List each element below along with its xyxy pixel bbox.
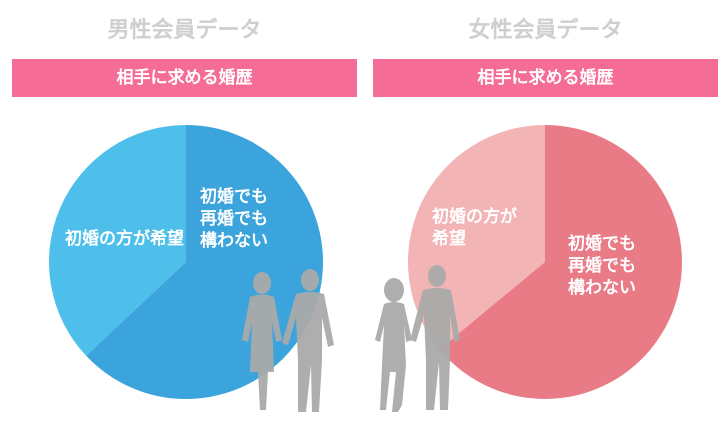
pie-slice (49, 125, 186, 356)
couple-left (242, 269, 334, 412)
pie-slice (439, 125, 682, 400)
slice-label: 初婚の方が希望 (65, 229, 184, 249)
slice-label: 初婚でも 再婚でも 構わない (200, 187, 268, 251)
chart-subtitle: 相手に求める婚歴 (373, 59, 718, 97)
chart-subtitle: 相手に求める婚歴 (12, 59, 357, 97)
slice-label: 初婚でも 再婚でも 構わない (568, 234, 636, 298)
chart-title: 男性会員データ (107, 18, 262, 43)
slice-label: 初婚の方が 希望 (432, 207, 517, 249)
couple-right (375, 265, 460, 412)
chart-title: 女性会員データ (468, 18, 623, 43)
